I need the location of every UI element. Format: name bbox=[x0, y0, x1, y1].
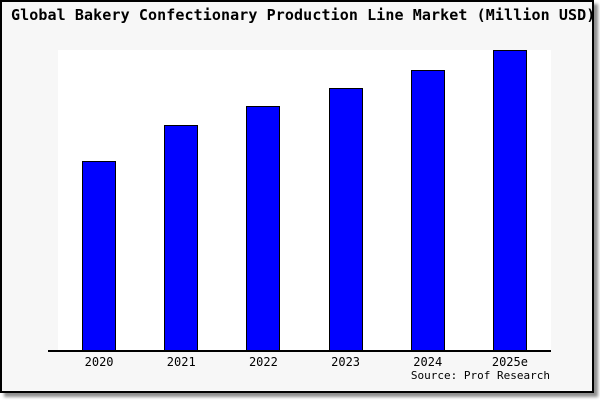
chart-frame: Global Bakery Confectionary Production L… bbox=[0, 0, 596, 393]
bar bbox=[492, 50, 527, 351]
plot-area bbox=[58, 50, 551, 351]
x-tick-label: 2021 bbox=[166, 355, 196, 369]
chart-title: Global Bakery Confectionary Production L… bbox=[11, 6, 596, 24]
x-tick-label: 2025e bbox=[491, 355, 528, 369]
bar bbox=[410, 70, 445, 351]
x-tick-label: 2024 bbox=[413, 355, 443, 369]
bar bbox=[82, 161, 117, 351]
x-axis-line bbox=[48, 350, 551, 352]
bar bbox=[328, 88, 363, 351]
x-tick-label: 2020 bbox=[84, 355, 114, 369]
source-label: Source: Prof Research bbox=[410, 369, 550, 382]
bar bbox=[164, 125, 199, 351]
x-tick-label: 2022 bbox=[248, 355, 278, 369]
x-tick-label: 2023 bbox=[331, 355, 361, 369]
bar bbox=[246, 106, 281, 351]
